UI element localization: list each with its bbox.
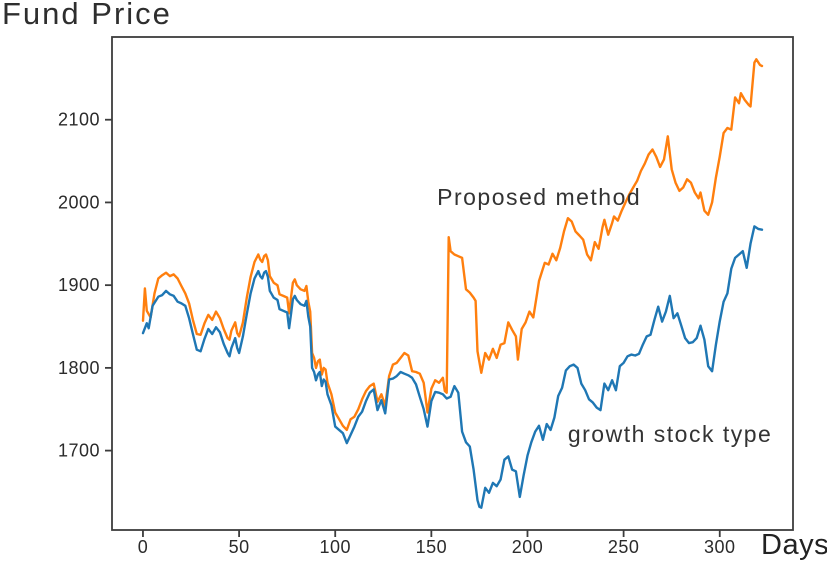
x-tick-label: 100 bbox=[319, 537, 351, 557]
x-axis-label: Days bbox=[761, 529, 827, 561]
x-tick-label: 50 bbox=[229, 537, 250, 557]
x-tick-label: 150 bbox=[416, 537, 448, 557]
y-tick-label: 2100 bbox=[58, 110, 100, 130]
x-tick-label: 200 bbox=[512, 537, 544, 557]
y-tick-label: 1700 bbox=[58, 441, 100, 461]
chart-title: Fund Price bbox=[2, 0, 172, 31]
annotation-growth-stock-type: growth stock type bbox=[567, 420, 773, 447]
series-line-proposed-method bbox=[141, 58, 764, 432]
annotation-proposed-method: Proposed method bbox=[437, 184, 642, 211]
series-line-growth-stock-type bbox=[141, 225, 764, 509]
x-tick-label: 250 bbox=[608, 537, 640, 557]
x-tick-label: 300 bbox=[704, 537, 736, 557]
axes-box bbox=[111, 36, 794, 531]
y-tick-label: 2000 bbox=[58, 192, 100, 212]
y-tick-label: 1900 bbox=[58, 275, 100, 295]
x-tick-label: 0 bbox=[138, 537, 149, 557]
y-tick-label: 1800 bbox=[58, 358, 100, 378]
